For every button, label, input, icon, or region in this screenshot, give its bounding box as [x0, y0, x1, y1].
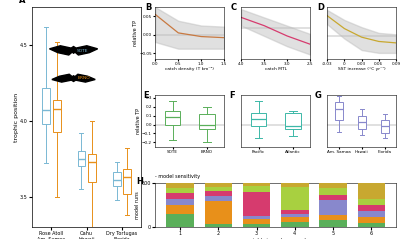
- PathPatch shape: [358, 116, 366, 129]
- Y-axis label: relative TP: relative TP: [136, 108, 140, 134]
- Bar: [281, 214, 308, 217]
- Bar: [166, 193, 194, 199]
- Bar: [319, 215, 347, 221]
- PathPatch shape: [42, 87, 50, 124]
- Bar: [319, 195, 347, 200]
- Bar: [319, 183, 347, 188]
- PathPatch shape: [123, 169, 131, 194]
- Text: SOTE: SOTE: [77, 49, 89, 53]
- PathPatch shape: [113, 173, 120, 186]
- Text: C: C: [231, 3, 237, 12]
- Bar: [281, 217, 308, 222]
- Bar: [204, 191, 232, 196]
- PathPatch shape: [335, 102, 343, 120]
- Text: H: H: [136, 177, 143, 186]
- Text: B: B: [145, 3, 152, 12]
- Bar: [166, 199, 194, 205]
- PathPatch shape: [165, 111, 180, 125]
- Text: BRNO: BRNO: [77, 76, 90, 80]
- Bar: [166, 183, 194, 188]
- Text: D: D: [317, 3, 324, 12]
- Bar: [166, 205, 194, 214]
- Text: - model sensitivity: - model sensitivity: [155, 174, 200, 179]
- Bar: [358, 199, 385, 205]
- Bar: [358, 183, 385, 199]
- X-axis label: variable importance rank: variable importance rank: [244, 238, 307, 239]
- Bar: [243, 216, 270, 219]
- X-axis label: SST increase (°C yr⁻¹): SST increase (°C yr⁻¹): [338, 67, 386, 71]
- Bar: [204, 187, 232, 191]
- Bar: [166, 214, 194, 227]
- Bar: [281, 187, 308, 210]
- Bar: [204, 201, 232, 223]
- PathPatch shape: [88, 154, 96, 182]
- Bar: [243, 192, 270, 216]
- Bar: [281, 183, 308, 187]
- Bar: [204, 196, 232, 201]
- Bar: [281, 222, 308, 227]
- PathPatch shape: [285, 113, 301, 129]
- Y-axis label: model runs: model runs: [136, 191, 140, 219]
- Bar: [243, 186, 270, 192]
- Polygon shape: [52, 74, 95, 82]
- X-axis label: catch MTL: catch MTL: [265, 67, 287, 71]
- Bar: [204, 183, 232, 187]
- Text: G: G: [315, 91, 322, 100]
- Bar: [243, 183, 270, 186]
- PathPatch shape: [199, 114, 215, 129]
- Y-axis label: trophic position: trophic position: [14, 92, 19, 142]
- Text: F: F: [229, 91, 234, 100]
- Bar: [358, 217, 385, 223]
- Bar: [358, 211, 385, 217]
- Bar: [243, 223, 270, 227]
- Bar: [281, 210, 308, 214]
- Polygon shape: [50, 46, 98, 55]
- Bar: [319, 200, 347, 215]
- PathPatch shape: [251, 113, 266, 126]
- Bar: [204, 223, 232, 227]
- Bar: [358, 205, 385, 211]
- PathPatch shape: [53, 100, 60, 131]
- Bar: [358, 223, 385, 227]
- Bar: [319, 188, 347, 195]
- PathPatch shape: [78, 151, 85, 166]
- Bar: [319, 221, 347, 227]
- Bar: [243, 219, 270, 223]
- Text: A: A: [19, 0, 25, 5]
- Y-axis label: relative TP: relative TP: [133, 20, 138, 46]
- Text: E: E: [143, 91, 149, 100]
- X-axis label: catch density (T km⁻²): catch density (T km⁻²): [165, 67, 214, 71]
- PathPatch shape: [380, 120, 388, 133]
- Bar: [166, 188, 194, 193]
